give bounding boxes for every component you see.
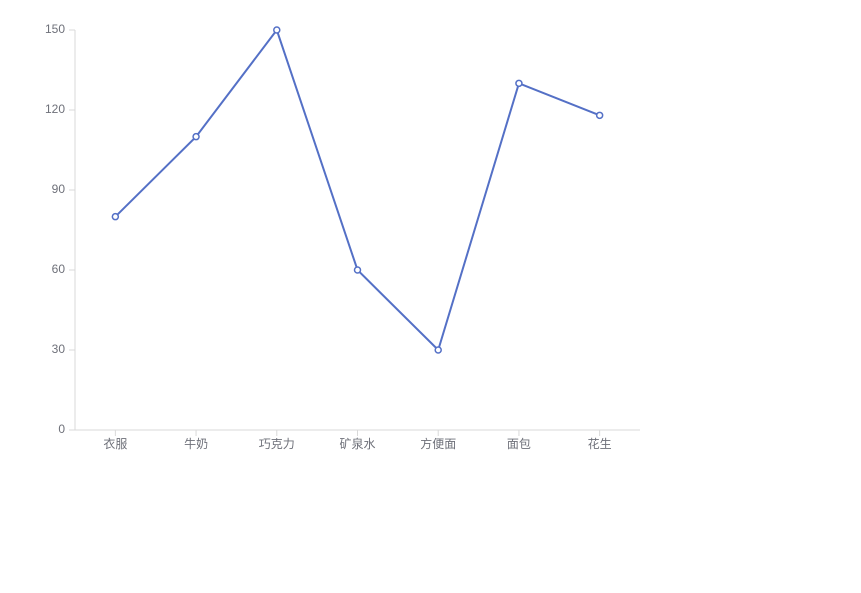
- y-tick-label: 150: [45, 22, 65, 36]
- x-tick-label: 花生: [588, 436, 612, 451]
- data-point: [112, 214, 118, 220]
- x-tick-label: 方便面: [420, 436, 456, 451]
- line-chart: 0 30 60 90 120 150 衣服 牛奶 巧克力 矿泉水 方便面 面包 花生: [0, 0, 861, 593]
- x-tick-label: 面包: [507, 437, 531, 451]
- x-tick-label: 巧克力: [259, 437, 295, 451]
- chart-svg: 0 30 60 90 120 150 衣服 牛奶 巧克力 矿泉水 方便面 面包 花生: [0, 0, 861, 593]
- data-point: [193, 134, 199, 140]
- y-tick-label: 0: [58, 422, 65, 436]
- y-tick-label: 120: [45, 102, 65, 116]
- x-tick-label: 衣服: [103, 436, 127, 451]
- data-point: [516, 80, 522, 86]
- y-tick-label: 90: [52, 182, 66, 196]
- data-point: [274, 27, 280, 33]
- data-point: [597, 112, 603, 118]
- series-line: [115, 30, 599, 350]
- data-point: [355, 267, 361, 273]
- y-tick-label: 30: [52, 342, 66, 356]
- data-point: [435, 347, 441, 353]
- x-tick-label: 矿泉水: [339, 437, 375, 451]
- y-tick-label: 60: [52, 262, 66, 276]
- x-tick-label: 牛奶: [184, 436, 208, 451]
